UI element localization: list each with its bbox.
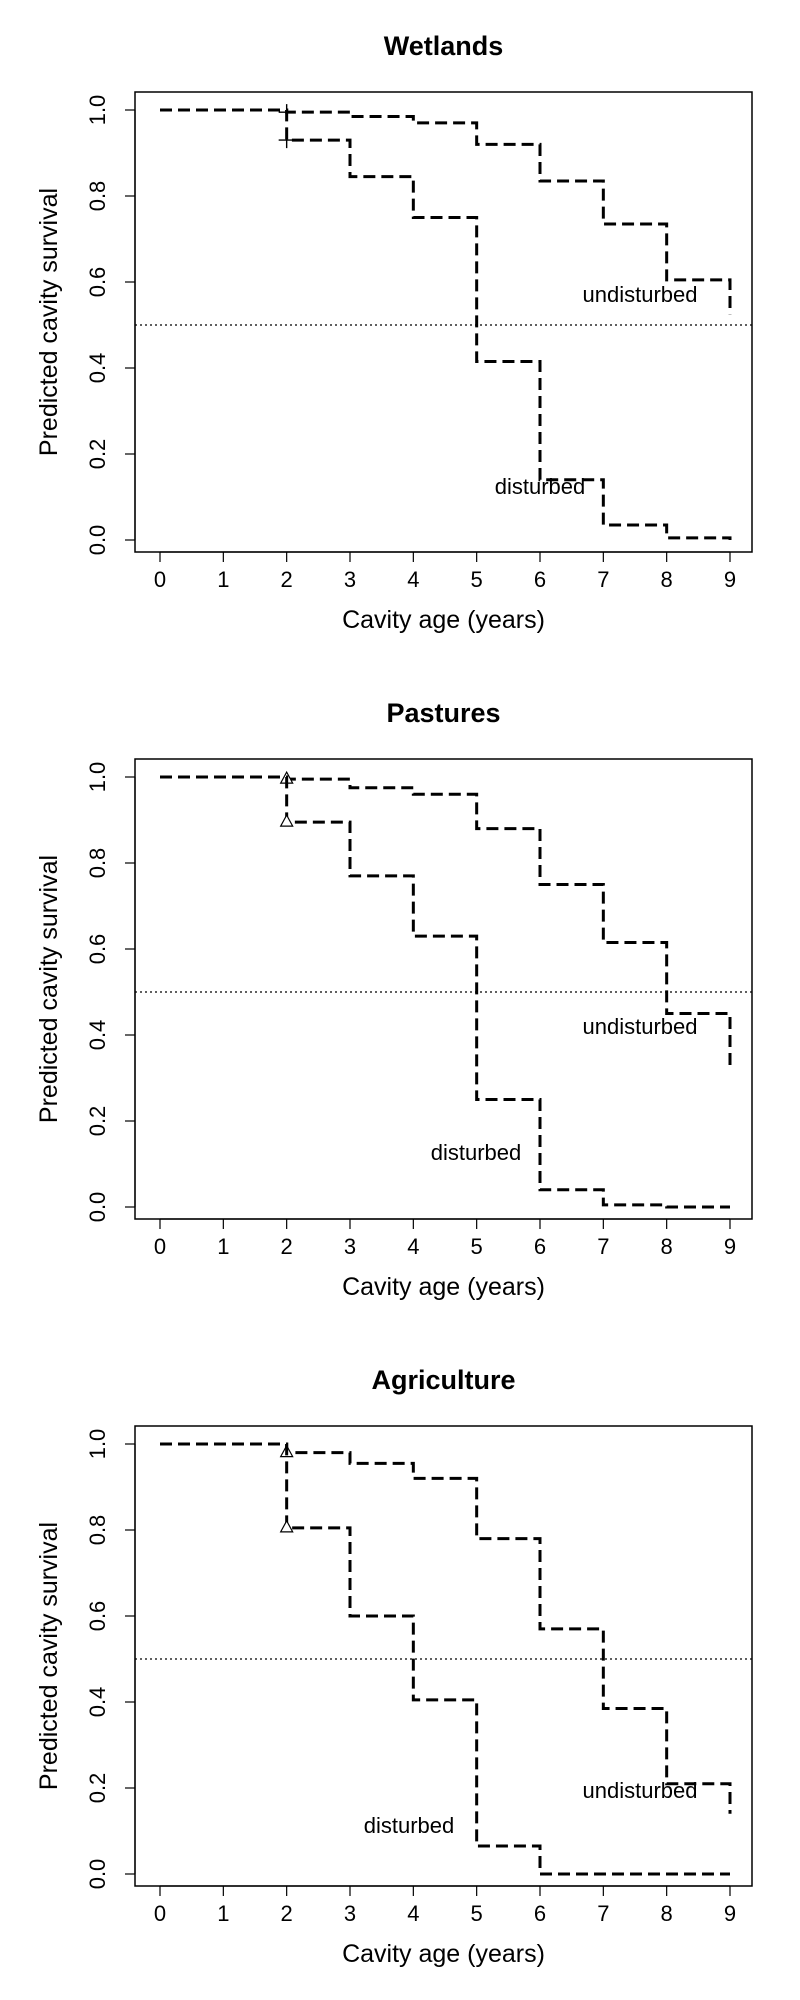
x-tick-label: 3 — [344, 1901, 356, 1926]
x-tick-label: 7 — [597, 1901, 609, 1926]
y-tick-label: 0.0 — [85, 525, 110, 556]
chart-title: Agriculture — [371, 1365, 515, 1395]
x-tick-label: 5 — [471, 567, 483, 592]
y-tick-label: 0.4 — [85, 353, 110, 384]
series-label-undisturbed: undisturbed — [583, 282, 698, 307]
y-tick-label: 0.0 — [85, 1859, 110, 1890]
x-tick-label: 0 — [154, 1901, 166, 1926]
series-label-undisturbed: undisturbed — [583, 1014, 698, 1039]
x-tick-label: 2 — [281, 567, 293, 592]
y-tick-label: 0.8 — [85, 1515, 110, 1546]
x-tick-label: 4 — [407, 1234, 419, 1259]
y-tick-label: 0.8 — [85, 848, 110, 879]
chart-panel-agriculture: Agriculture 0 1 2 3 4 5 6 7 8 9 Cavity age (years) 0… — [35, 1365, 753, 1968]
x-tick-label: 4 — [407, 1901, 419, 1926]
x-tick-label: 6 — [534, 1234, 546, 1259]
x-tick-label: 5 — [471, 1234, 483, 1259]
x-tick-label: 1 — [217, 1234, 229, 1259]
x-tick-label: 8 — [661, 1234, 673, 1259]
x-tick-label: 3 — [344, 567, 356, 592]
y-tick-label: 0.2 — [85, 1106, 110, 1137]
y-axis-label: Predicted cavity survival — [35, 855, 63, 1123]
series-label-undisturbed: undisturbed — [583, 1778, 698, 1803]
x-tick-label: 9 — [724, 567, 736, 592]
x-axis-label: Cavity age (years) — [342, 606, 545, 634]
x-tick-label: 6 — [534, 567, 546, 592]
y-tick-label: 0.4 — [85, 1687, 110, 1718]
x-tick-label: 3 — [344, 1234, 356, 1259]
y-tick-label: 0.6 — [85, 934, 110, 965]
chart-panel-pastures: Pastures 0 1 2 3 4 5 6 7 8 9 Cavity age (years) 0.0 0… — [35, 698, 753, 1301]
x-tick-label: 4 — [407, 567, 419, 592]
x-tick-label: 6 — [534, 1901, 546, 1926]
series-label-disturbed: disturbed — [431, 1140, 522, 1165]
x-tick-label: 9 — [724, 1901, 736, 1926]
y-tick-label: 1.0 — [85, 762, 110, 793]
y-tick-label: 0.6 — [85, 267, 110, 298]
y-tick-label: 0.0 — [85, 1192, 110, 1223]
x-tick-label: 0 — [154, 567, 166, 592]
censor-marker-disturbed — [279, 813, 294, 827]
chart-title: Pastures — [386, 698, 500, 728]
x-tick-label: 7 — [597, 567, 609, 592]
series-line-disturbed — [160, 775, 730, 1209]
x-tick-label: 2 — [281, 1901, 293, 1926]
x-tick-label: 5 — [471, 1901, 483, 1926]
censor-marker-disturbed — [278, 132, 295, 149]
series-line-undisturbed — [160, 1442, 732, 1814]
series-label-disturbed: disturbed — [364, 1813, 455, 1838]
y-tick-label: 1.0 — [85, 95, 110, 126]
chart-title: Wetlands — [384, 31, 504, 61]
y-tick-label: 0.2 — [85, 439, 110, 470]
x-axis-label: Cavity age (years) — [342, 1940, 545, 1968]
censor-marker-disturbed — [279, 1519, 294, 1533]
y-tick-label: 0.6 — [85, 1601, 110, 1632]
series-line-disturbed — [160, 1442, 730, 1876]
x-tick-label: 0 — [154, 1234, 166, 1259]
x-tick-label: 8 — [661, 1901, 673, 1926]
x-tick-label: 8 — [661, 567, 673, 592]
x-tick-label: 1 — [217, 1901, 229, 1926]
x-tick-label: 9 — [724, 1234, 736, 1259]
y-tick-label: 0.4 — [85, 1020, 110, 1051]
x-tick-label: 2 — [281, 1234, 293, 1259]
x-axis-label: Cavity age (years) — [342, 1273, 545, 1301]
plot-frame — [134, 91, 753, 553]
x-tick-label: 1 — [217, 567, 229, 592]
series-label-disturbed: disturbed — [495, 474, 586, 499]
y-tick-label: 0.8 — [85, 181, 110, 212]
y-axis-label: Predicted cavity survival — [35, 188, 63, 456]
y-axis-label: Predicted cavity survival — [35, 1522, 63, 1790]
chart-panel-wetlands: Wetlands 0 1 2 3 4 5 6 7 8 9 Cavity age (years) 0.0 0… — [35, 31, 753, 634]
y-tick-label: 0.2 — [85, 1773, 110, 1804]
y-tick-label: 1.0 — [85, 1429, 110, 1460]
x-tick-label: 7 — [597, 1234, 609, 1259]
